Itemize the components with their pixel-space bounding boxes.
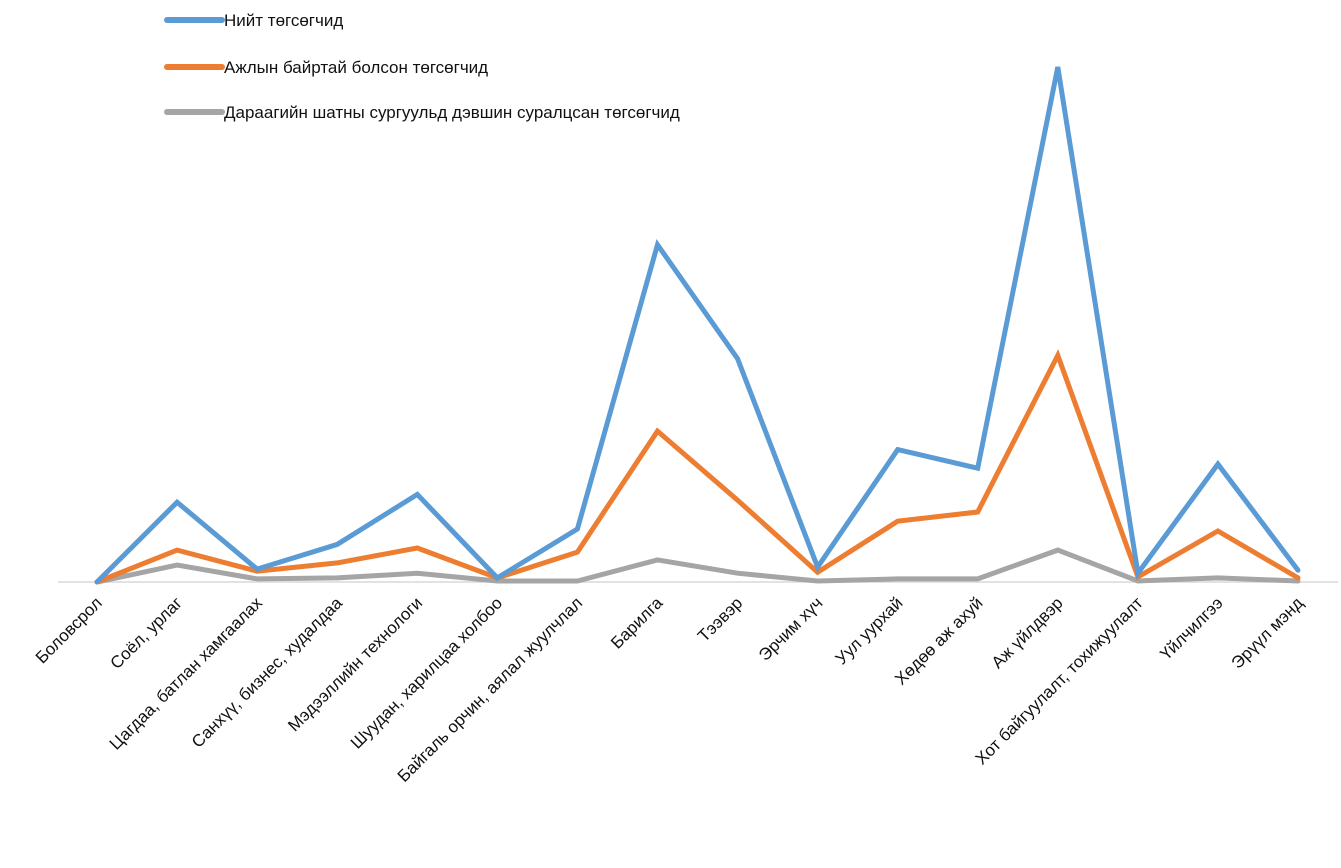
x-tick-label: Хот байгуулалт, тохижуулалт bbox=[972, 593, 1147, 768]
x-tick-label: Аж үйлдвэр bbox=[988, 593, 1067, 672]
series-line-1 bbox=[94, 66, 1301, 585]
legend-item-1: Нийт төгсөгчид bbox=[164, 11, 343, 30]
legend-item-2: Ажлын байртай болсон төгсөгчид bbox=[164, 58, 488, 77]
x-tick-label: Санхүү, бизнес, худалдаа bbox=[188, 593, 347, 752]
legend-label: Ажлын байртай болсон төгсөгчид bbox=[224, 58, 488, 77]
x-tick-label: Цагдаа, батлан хамгаалах bbox=[106, 593, 267, 754]
x-tick-label: Эрчим хүч bbox=[755, 593, 826, 664]
legend-label: Нийт төгсөгчид bbox=[224, 11, 343, 30]
x-tick-label: Барилга bbox=[607, 593, 667, 653]
x-tick-label: Шуудан, харилцаа холбоо bbox=[347, 593, 506, 752]
x-tick-label: Тээвэр bbox=[694, 593, 746, 645]
x-tick-label: Мэдээллийн технологи bbox=[284, 593, 426, 735]
x-tick-label: Боловсрол bbox=[32, 593, 106, 667]
x-tick-label: Эрүүл мэнд bbox=[1228, 593, 1307, 672]
legend-item-3: Дараагийн шатны сургуульд дэвшин суралцс… bbox=[164, 103, 680, 122]
x-tick-label: Уул уурхай bbox=[832, 593, 907, 668]
series-lines bbox=[94, 66, 1301, 585]
series-line-3 bbox=[94, 547, 1301, 585]
x-tick-label: Соёл, урлаг bbox=[107, 593, 186, 672]
legend-label: Дараагийн шатны сургуульд дэвшин суралцс… bbox=[224, 103, 680, 122]
x-tick-label: Үйлчилгээ bbox=[1156, 593, 1226, 663]
legend: Нийт төгсөгчид Ажлын байртай болсон төгсө… bbox=[164, 11, 680, 122]
series-line-2 bbox=[94, 349, 1301, 585]
